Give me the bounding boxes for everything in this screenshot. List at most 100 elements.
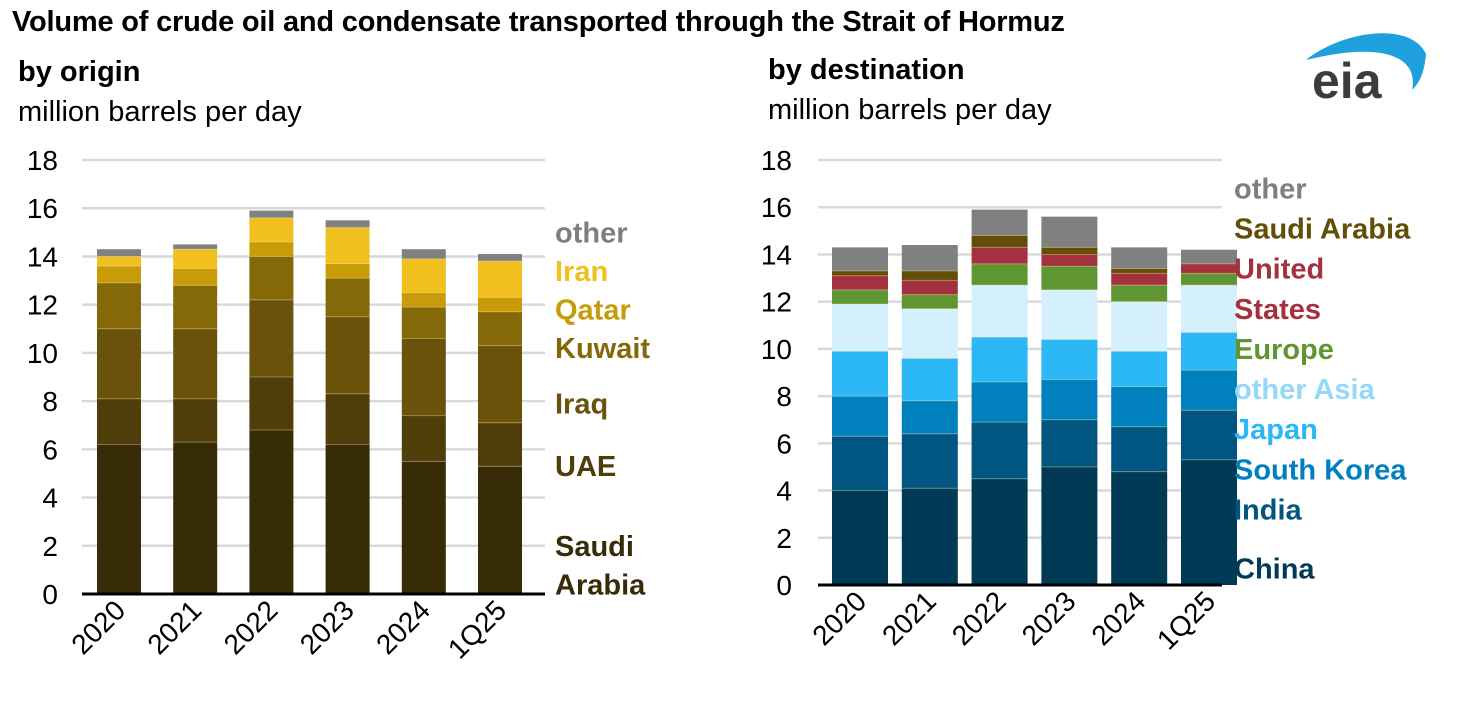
origin-bar-uae-2020 — [97, 398, 141, 445]
destination-bar-europe-1q25 — [1181, 273, 1237, 286]
origin-chart-title: by origin — [18, 56, 141, 88]
origin-bar-iran-2023 — [325, 227, 370, 264]
origin-bar-kuwait-2022 — [249, 256, 294, 300]
destination-bar-south-korea-2024 — [1111, 386, 1168, 427]
destination-bar-united-states-1q25 — [1181, 263, 1237, 274]
destination-bar-india-1q25 — [1181, 410, 1237, 460]
figure-title: Volume of crude oil and condensate trans… — [12, 6, 1065, 38]
destination-y-tick-label: 6 — [776, 428, 792, 459]
destination-bar-united-states-2022 — [971, 247, 1028, 264]
destination-bar-saudi-arabia-2021 — [901, 270, 958, 281]
origin-bar-qatar-2024 — [401, 292, 446, 308]
origin-y-tick-label: 6 — [42, 434, 58, 465]
origin-bar-qatar-2023 — [325, 263, 370, 279]
origin-bar-other-2022 — [249, 210, 294, 218]
origin-bar-saudi-arabia-2022 — [249, 430, 294, 594]
destination-series-label: States — [1234, 294, 1321, 326]
origin-bar-kuwait-2020 — [97, 282, 141, 329]
origin-bar-qatar-1q25 — [478, 297, 522, 312]
destination-x-tick-label: 1Q25 — [1151, 585, 1221, 655]
origin-series-label: Iran — [555, 256, 608, 288]
destination-series-label: India — [1234, 494, 1303, 526]
destination-series-label: Japan — [1234, 414, 1318, 446]
origin-series-label: other — [555, 217, 628, 249]
destination-bar-china-2020 — [832, 490, 888, 585]
destination-bar-other-2021 — [901, 245, 958, 271]
destination-bar-europe-2024 — [1111, 285, 1168, 302]
destination-y-tick-label: 4 — [776, 476, 792, 507]
destination-y-tick-label: 8 — [776, 381, 792, 412]
origin-bar-saudi-arabia-2020 — [97, 444, 141, 594]
origin-series-label: Kuwait — [555, 333, 650, 365]
destination-bar-india-2024 — [1111, 426, 1168, 472]
origin-y-tick-label: 18 — [27, 145, 58, 176]
destination-series-label: other — [1234, 173, 1307, 205]
destination-y-tick-label: 0 — [776, 570, 792, 601]
destination-bar-other-asia-2022 — [971, 285, 1028, 338]
origin-bar-uae-2024 — [401, 415, 446, 462]
origin-bar-iraq-2023 — [325, 316, 370, 394]
origin-bar-iraq-2022 — [249, 299, 294, 377]
origin-bar-iran-2022 — [249, 217, 294, 242]
origin-bar-iraq-2021 — [173, 328, 218, 399]
destination-bar-united-states-2020 — [832, 275, 888, 290]
origin-series-label: Iraq — [555, 389, 608, 421]
destination-bar-other-asia-2023 — [1041, 289, 1098, 340]
origin-y-tick-label: 16 — [27, 193, 58, 224]
destination-bar-china-2024 — [1111, 471, 1168, 585]
origin-series-label: Qatar — [555, 294, 631, 326]
eia-logo: eia — [1306, 33, 1426, 104]
origin-bar-saudi-arabia-2023 — [325, 444, 370, 594]
origin-bar-iran-2021 — [173, 249, 218, 269]
destination-bar-india-2021 — [901, 433, 958, 489]
origin-y-tick-label: 8 — [42, 386, 58, 417]
origin-bar-saudi-arabia-1q25 — [478, 466, 522, 594]
destination-x-tick-label: 2021 — [876, 585, 942, 651]
destination-bar-other-1q25 — [1181, 249, 1237, 264]
origin-bar-other-2023 — [325, 220, 370, 228]
origin-bar-iran-1q25 — [478, 261, 522, 298]
destination-bar-united-states-2024 — [1111, 273, 1168, 286]
destination-y-axis-label: million barrels per day — [768, 94, 1052, 126]
destination-x-tick-label: 2024 — [1085, 585, 1151, 651]
destination-chart-title: by destination — [768, 54, 965, 86]
destination-bar-europe-2022 — [971, 263, 1028, 286]
destination-bar-other-2022 — [971, 209, 1028, 236]
origin-bar-uae-1q25 — [478, 422, 522, 467]
destination-y-tick-label: 12 — [761, 287, 792, 318]
origin-bar-qatar-2021 — [173, 268, 218, 286]
destination-bar-saudi-arabia-2022 — [971, 235, 1028, 248]
destination-x-tick-label: 2022 — [946, 585, 1012, 651]
origin-bar-other-1q25 — [478, 254, 522, 262]
destination-series-label: China — [1234, 553, 1315, 585]
origin-y-tick-label: 0 — [42, 579, 58, 610]
destination-bar-china-1q25 — [1181, 459, 1237, 585]
destination-bar-saudi-arabia-2024 — [1111, 268, 1168, 274]
destination-x-tick-label: 2020 — [806, 585, 872, 651]
origin-bar-iraq-2024 — [401, 338, 446, 416]
destination-bar-japan-2021 — [901, 358, 958, 401]
destination-y-tick-label: 16 — [761, 192, 792, 223]
destination-bar-south-korea-2021 — [901, 400, 958, 434]
destination-bar-south-korea-2022 — [971, 381, 1028, 423]
origin-bar-saudi-arabia-2021 — [173, 442, 218, 594]
origin-y-tick-label: 10 — [27, 338, 58, 369]
destination-bar-china-2021 — [901, 488, 958, 585]
origin-bar-kuwait-2023 — [325, 278, 370, 317]
destination-bar-japan-2022 — [971, 337, 1028, 382]
destination-bar-japan-2023 — [1041, 339, 1098, 380]
eia-logo-text: eia — [1312, 53, 1383, 104]
origin-y-tick-label: 2 — [42, 531, 58, 562]
destination-series-label: South Korea — [1234, 454, 1407, 486]
destination-bar-europe-2023 — [1041, 266, 1098, 290]
origin-series-label: UAE — [555, 451, 616, 483]
origin-bar-uae-2022 — [249, 377, 294, 431]
origin-y-axis-label: million barrels per day — [18, 96, 302, 128]
destination-bar-japan-1q25 — [1181, 332, 1237, 371]
origin-y-tick-label: 12 — [27, 290, 58, 321]
destination-bar-saudi-arabia-2023 — [1041, 247, 1098, 255]
destination-bar-south-korea-2020 — [832, 396, 888, 437]
origin-bar-iraq-2020 — [97, 328, 141, 399]
destination-bar-other-2024 — [1111, 247, 1168, 269]
destination-bar-china-2023 — [1041, 466, 1098, 585]
